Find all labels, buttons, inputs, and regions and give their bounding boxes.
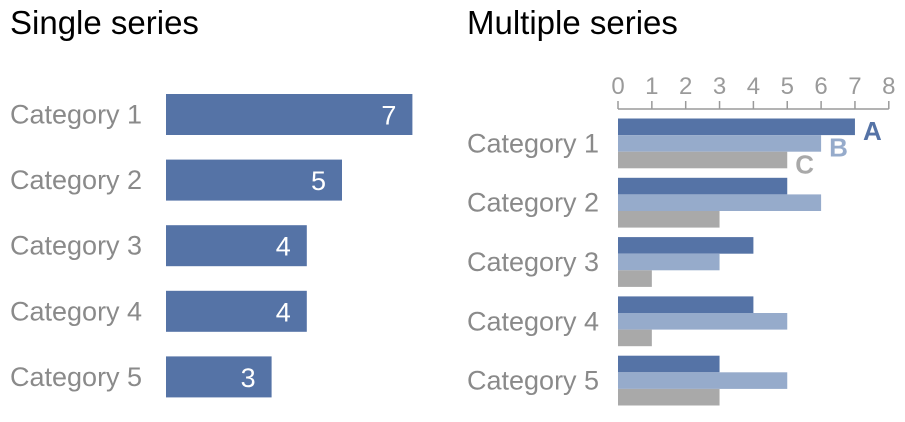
multiple-series-title: Multiple series [467,4,678,41]
bar-category-4 [166,290,307,332]
series-label-c: C [795,149,814,179]
bar-category-5-series-b [618,372,788,389]
category-label-category-3: Category 3 [10,231,142,261]
multi-category-label-category-1: Category 1 [467,128,599,158]
multi-category-label-category-4: Category 4 [467,306,599,336]
x-tick-label-2: 2 [679,73,692,100]
x-tick-label-7: 7 [848,73,861,100]
multi-category-label-category-3: Category 3 [467,247,599,277]
x-tick-label-6: 6 [814,73,827,100]
bar-category-2 [166,159,342,201]
data-label-category-4: 4 [276,297,291,327]
category-label-category-4: Category 4 [10,296,142,326]
multi-category-label-category-5: Category 5 [467,366,599,396]
bar-category-3 [166,225,307,267]
bar-category-5-series-a [618,355,720,373]
bar-category-2-series-c [618,211,720,228]
bar-category-4-series-a [618,296,754,313]
bar-category-1-series-a [618,118,855,136]
data-label-category-1: 7 [381,101,396,131]
bar-category-1-series-c [618,151,788,169]
x-tick-label-0: 0 [611,73,624,100]
bar-category-3-series-c [618,270,652,287]
bar-category-4-series-b [618,313,788,330]
category-label-category-2: Category 2 [10,165,142,195]
bar-category-5-series-c [618,388,720,406]
bar-category-1-series-b [618,135,822,152]
single-series-title: Single series [10,4,199,41]
bar-category-1 [166,94,413,135]
data-label-category-2: 5 [311,166,326,196]
multiple-series-chart: Multiple series 0 1 2 3 4 5 6 7 8 Category 1 ABC Ca… [467,4,895,406]
series-label-a: A [863,116,882,146]
bar-category-4-series-c [618,329,652,347]
category-label-category-1: Category 1 [10,100,142,130]
single-series-chart: Single series Category 1 7 Category 2 5 Cate… [10,4,413,398]
x-tick-label-3: 3 [713,73,726,100]
x-tick-label-5: 5 [781,73,794,100]
multi-category-label-category-2: Category 2 [467,188,599,218]
x-tick-label-8: 8 [882,73,895,100]
x-tick-label-1: 1 [645,73,658,100]
bar-category-2-series-b [618,194,822,211]
series-label-b: B [829,133,848,163]
bar-category-2-series-a [618,177,788,195]
x-tick-label-4: 4 [747,73,760,100]
bar-category-5 [166,356,272,398]
bar-category-3-series-a [618,237,754,254]
data-label-category-3: 4 [276,232,291,262]
bar-category-3-series-b [618,253,720,271]
category-label-category-5: Category 5 [10,362,142,392]
data-label-category-5: 3 [241,363,256,393]
